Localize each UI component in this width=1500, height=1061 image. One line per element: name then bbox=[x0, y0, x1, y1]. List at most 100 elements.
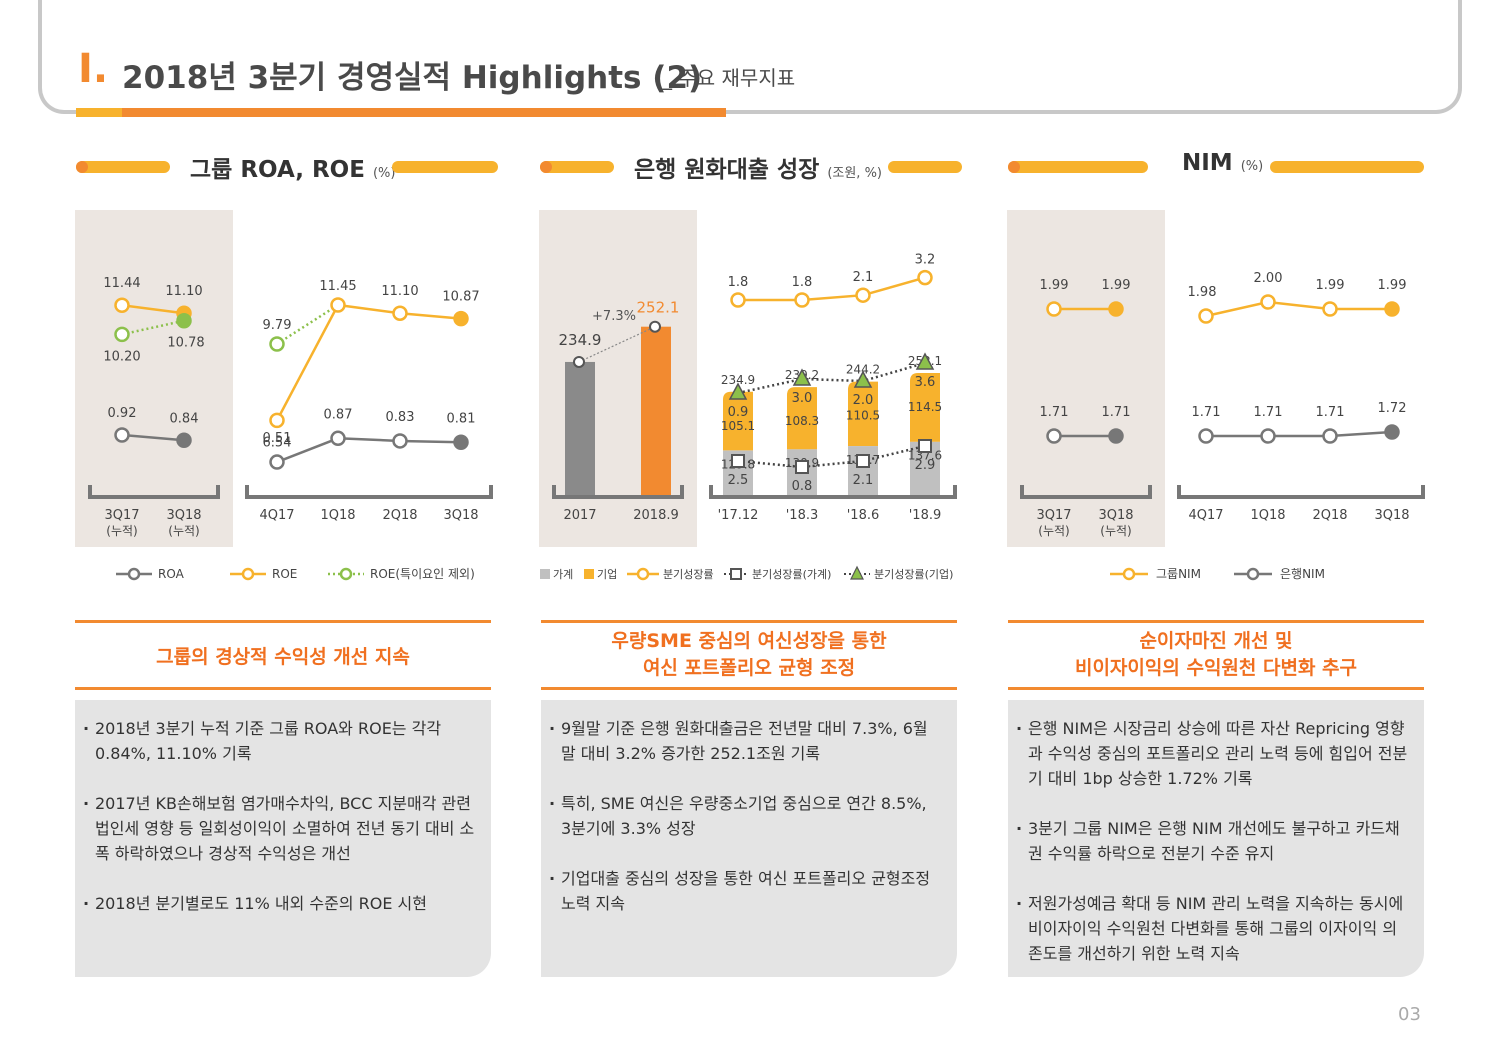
x-tick-label: 2Q18 bbox=[382, 508, 417, 523]
growth-connector bbox=[578, 326, 656, 363]
data-label-bank-nim: 1.71 bbox=[1254, 405, 1283, 420]
data-point-bank-nim bbox=[1046, 428, 1062, 444]
x-tick-label: 1Q18 bbox=[1250, 508, 1285, 523]
data-label-roa: 0.81 bbox=[447, 411, 476, 426]
data-point-growth-corporate bbox=[792, 368, 812, 386]
data-label-roa: 0.84 bbox=[170, 411, 199, 426]
data-label-total: 234.9 bbox=[721, 373, 755, 387]
legend-label: 가계 bbox=[553, 568, 573, 581]
data-label-bank-nim: 1.71 bbox=[1316, 405, 1345, 420]
data-label-group-nim: 1.99 bbox=[1316, 278, 1345, 293]
legend-label: ROE(특이요인 제외) bbox=[370, 567, 475, 581]
data-label-bank-nim: 1.71 bbox=[1102, 405, 1131, 420]
legend-swatch bbox=[540, 569, 550, 579]
x-tick-sublabel: (누적) bbox=[168, 524, 199, 538]
chart-bank-loans: 234.9252.1+7.3%129.8105.1234.9130.9108.3… bbox=[539, 210, 957, 581]
data-label-roa: 0.51 bbox=[263, 431, 292, 446]
data-point-growth bbox=[855, 287, 871, 303]
card-bullet: 9월말 기준 은행 원화대출금은 전년말 대비 7.3%, 6월말 대비 3.2… bbox=[549, 716, 941, 766]
bar-annual bbox=[565, 361, 595, 495]
data-point-growth-household bbox=[731, 454, 745, 468]
data-label-annual: 234.9 bbox=[559, 331, 602, 349]
data-label-growth: 3.2 bbox=[915, 253, 936, 268]
data-label-roe: 11.10 bbox=[381, 284, 418, 299]
section-header-roa-roe: 그룹 ROA, ROE (%) bbox=[76, 150, 498, 184]
card-title-line: 비이자이익의 수익원천 다변화 추구 bbox=[1074, 657, 1358, 679]
data-label-growth-household: 2.1 bbox=[853, 473, 874, 488]
legend-label: 그룹NIM bbox=[1156, 567, 1201, 581]
data-label-growth-corporate: 0.9 bbox=[728, 405, 749, 420]
data-point-roe-ex bbox=[269, 336, 285, 352]
axis-bracket bbox=[552, 485, 684, 499]
x-tick-label: 4Q17 bbox=[259, 508, 294, 523]
card-top-line bbox=[1008, 620, 1424, 623]
panel-cumulative bbox=[75, 210, 233, 547]
x-tick-label: 4Q17 bbox=[1188, 508, 1223, 523]
data-point-growth-corporate bbox=[728, 382, 748, 400]
card-top-line bbox=[75, 620, 491, 623]
data-label-corporate: 110.5 bbox=[846, 409, 880, 423]
card-title-line: 그룹의 경상적 수익성 개선 지속 bbox=[156, 646, 410, 668]
legend-label: 분기성장률 bbox=[663, 568, 714, 581]
section-header-nim: NIM (%) bbox=[1008, 150, 1424, 184]
card-bullet: 3분기 그룹 NIM은 은행 NIM 개선에도 불구하고 카드채권 수익률 하락… bbox=[1016, 816, 1408, 866]
data-label-growth-household: 2.9 bbox=[915, 458, 936, 473]
card-bullet: 2018년 분기별로도 11% 내외 수준의 ROE 시현 bbox=[83, 891, 475, 916]
data-label-growth-household: 0.8 bbox=[792, 479, 813, 494]
header-pill-left bbox=[540, 161, 614, 173]
series-line-roe-ex bbox=[276, 303, 339, 346]
data-label-growth: 1.8 bbox=[792, 275, 813, 290]
header-accent-bar-start bbox=[76, 108, 122, 117]
card-bullet: 2018년 3분기 누적 기준 그룹 ROA와 ROE는 각각 0.84%, 1… bbox=[83, 716, 475, 766]
series-line-roa bbox=[121, 433, 185, 442]
legend-marker bbox=[127, 567, 141, 581]
x-tick-label: 3Q18 bbox=[1374, 508, 1409, 523]
data-point-roe bbox=[269, 412, 285, 429]
x-tick-label: '17.12 bbox=[718, 508, 759, 523]
data-point-growth-household bbox=[856, 454, 870, 468]
bar-corporate bbox=[910, 373, 940, 442]
series-line-roa bbox=[276, 437, 462, 464]
legend-marker bbox=[730, 568, 742, 580]
chart-nim: 1.99 1.71 1.99 1.71 1.98 1.71 2.00 1.71 1.99 1.71… bbox=[1007, 210, 1425, 581]
card-body: 2018년 3분기 누적 기준 그룹 ROA와 ROE는 각각 0.84%, 1… bbox=[75, 700, 491, 977]
card-title-line: 우량SME 중심의 여신성장을 통한 bbox=[611, 630, 887, 652]
bar-corporate bbox=[848, 381, 878, 447]
series-line-roe bbox=[275, 303, 462, 421]
x-tick-label: 2018.9 bbox=[633, 508, 679, 523]
data-label-growth: 1.8 bbox=[728, 275, 749, 290]
data-label-annual: 252.1 bbox=[637, 299, 680, 317]
series-line-roe-ex bbox=[121, 319, 185, 336]
legend-marker bbox=[1122, 567, 1136, 581]
data-label-roe: 11.44 bbox=[103, 276, 140, 291]
data-label-roe-ex: 10.20 bbox=[103, 349, 140, 364]
data-point-roa bbox=[176, 432, 192, 449]
card-bullet: 기업대출 중심의 성장을 통한 여신 포트폴리오 균형조정 노력 지속 bbox=[549, 866, 941, 916]
data-label-roa: 0.83 bbox=[386, 410, 415, 425]
x-tick-label: 1Q18 bbox=[320, 508, 355, 523]
x-tick-label: 3Q18 bbox=[1098, 508, 1133, 523]
data-point-group-nim bbox=[1260, 294, 1276, 310]
data-label-roe-ex: 10.78 bbox=[167, 336, 204, 351]
card-top-line bbox=[541, 620, 957, 623]
axis-bracket bbox=[1020, 485, 1152, 499]
axis-bracket bbox=[88, 485, 220, 499]
x-tick-label: 3Q18 bbox=[443, 508, 478, 523]
data-point-roe bbox=[330, 297, 346, 313]
section-title: 은행 원화대출 성장 (조원, %) bbox=[634, 157, 882, 183]
bar-corporate bbox=[787, 387, 817, 450]
x-tick-label: '18.6 bbox=[847, 508, 880, 523]
legend-marker bbox=[339, 567, 353, 581]
data-label-group-nim: 2.00 bbox=[1254, 271, 1283, 286]
bar-corporate bbox=[723, 391, 753, 451]
data-point-group-nim bbox=[1198, 308, 1214, 324]
series-line-growth-corporate bbox=[737, 361, 926, 395]
section-title: NIM (%) bbox=[1182, 150, 1264, 176]
data-point-group-nim bbox=[1046, 301, 1062, 317]
data-label-group-nim: 1.99 bbox=[1102, 278, 1131, 293]
data-label-growth-corporate: 3.6 bbox=[915, 375, 936, 390]
section-header-loans: 은행 원화대출 성장 (조원, %) bbox=[540, 150, 962, 184]
data-point-roe-ex bbox=[176, 312, 192, 329]
header-pill-right bbox=[1270, 161, 1424, 173]
legend-marker bbox=[636, 567, 650, 581]
